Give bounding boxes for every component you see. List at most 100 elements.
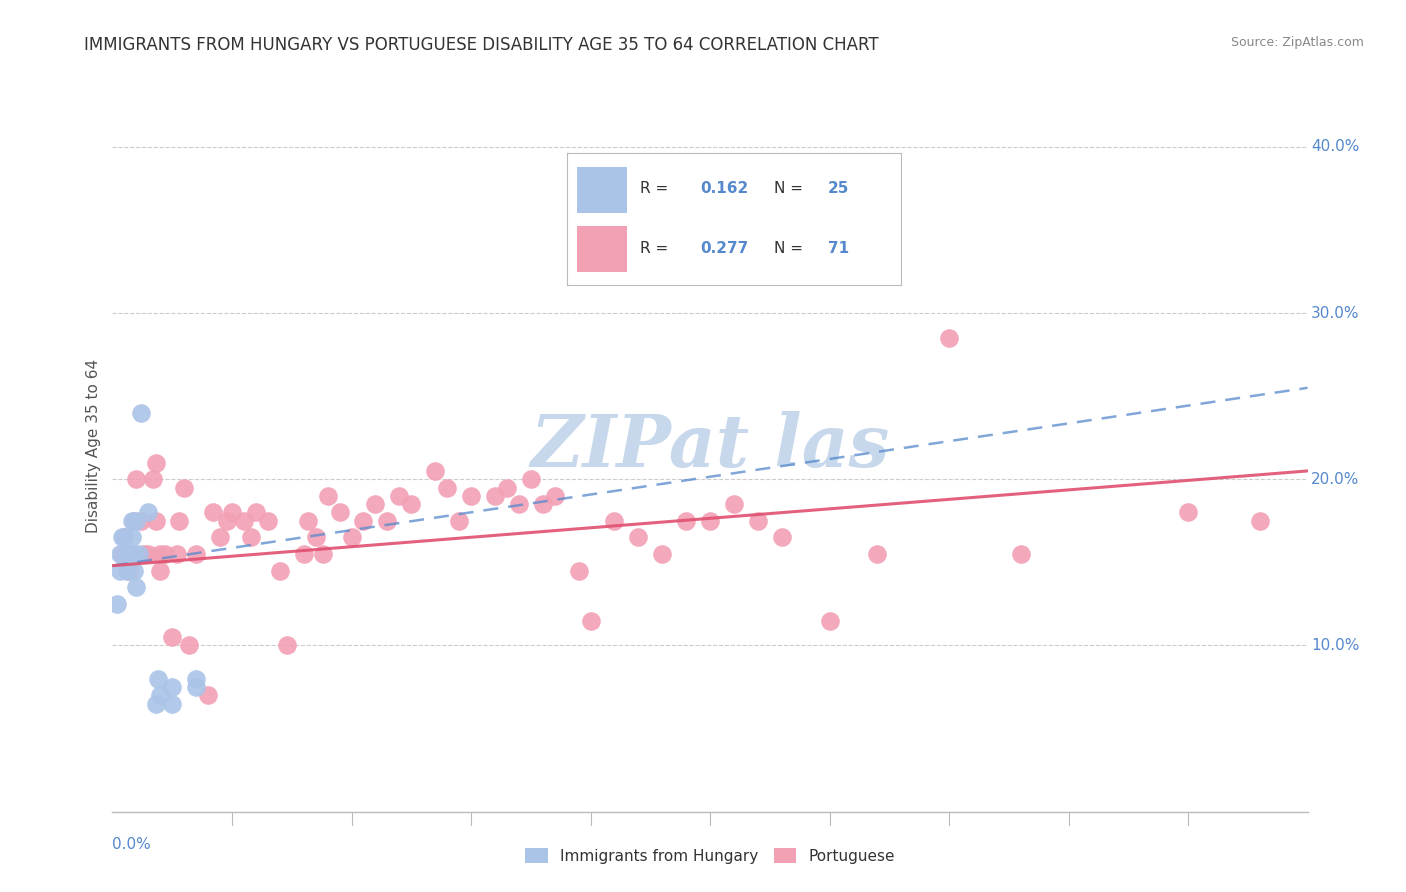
Point <box>543 489 565 503</box>
Point <box>121 547 143 561</box>
Point <box>114 530 135 544</box>
Point <box>138 506 160 520</box>
Point <box>675 514 697 528</box>
Point <box>233 514 256 528</box>
Point <box>292 547 315 561</box>
Point <box>401 497 423 511</box>
Point <box>122 547 145 561</box>
Point <box>125 580 148 594</box>
Point <box>508 497 530 511</box>
Point <box>115 564 138 578</box>
Point <box>122 564 145 578</box>
Point <box>425 464 447 478</box>
Point <box>173 481 195 495</box>
Point <box>186 672 208 686</box>
Point <box>269 564 291 578</box>
Point <box>115 547 138 561</box>
Point <box>145 456 167 470</box>
Point <box>201 506 224 520</box>
Point <box>1249 514 1271 528</box>
Point <box>121 514 143 528</box>
Point <box>257 514 280 528</box>
Point <box>115 547 138 561</box>
Point <box>138 547 160 561</box>
Point <box>166 547 188 561</box>
Point <box>377 514 399 528</box>
Point <box>209 530 232 544</box>
Point <box>1010 547 1032 561</box>
Point <box>364 497 387 511</box>
Point <box>579 614 602 628</box>
Point <box>125 472 148 486</box>
Point <box>240 530 263 544</box>
Point <box>162 630 183 644</box>
Point <box>316 489 339 503</box>
Text: 0.0%: 0.0% <box>112 838 152 853</box>
Point <box>770 530 793 544</box>
Point <box>352 514 374 528</box>
Point <box>436 481 458 495</box>
Point <box>146 672 169 686</box>
Point <box>149 564 172 578</box>
Point <box>121 530 143 544</box>
Point <box>145 514 167 528</box>
Point <box>129 406 152 420</box>
Point <box>245 506 267 520</box>
Point <box>111 547 134 561</box>
Point <box>149 547 172 561</box>
Point <box>149 689 172 703</box>
Point <box>520 472 543 486</box>
Text: Source: ZipAtlas.com: Source: ZipAtlas.com <box>1230 36 1364 49</box>
Point <box>627 530 650 544</box>
Point <box>118 547 141 561</box>
Point <box>329 506 352 520</box>
Text: IMMIGRANTS FROM HUNGARY VS PORTUGUESE DISABILITY AGE 35 TO 64 CORRELATION CHART: IMMIGRANTS FROM HUNGARY VS PORTUGUESE DI… <box>84 36 879 54</box>
Point <box>484 489 506 503</box>
Point <box>699 514 721 528</box>
Point <box>162 680 183 694</box>
Text: ZIPat las: ZIPat las <box>530 410 890 482</box>
Point <box>217 514 239 528</box>
Text: 30.0%: 30.0% <box>1312 306 1360 320</box>
Point <box>818 614 841 628</box>
Text: 20.0%: 20.0% <box>1312 472 1360 487</box>
Point <box>723 497 745 511</box>
Point <box>938 331 960 345</box>
Point <box>118 564 141 578</box>
Legend: Immigrants from Hungary, Portuguese: Immigrants from Hungary, Portuguese <box>519 842 901 870</box>
Point <box>603 514 626 528</box>
Point <box>125 514 148 528</box>
Y-axis label: Disability Age 35 to 64: Disability Age 35 to 64 <box>86 359 101 533</box>
Point <box>162 697 183 711</box>
Point <box>447 514 470 528</box>
Point <box>132 547 155 561</box>
Point <box>142 472 165 486</box>
Point <box>747 514 769 528</box>
Point <box>568 564 591 578</box>
Text: 40.0%: 40.0% <box>1312 139 1360 154</box>
Point <box>108 564 131 578</box>
Point <box>276 639 298 653</box>
Point <box>108 547 131 561</box>
Point <box>169 514 191 528</box>
Point <box>460 489 482 503</box>
Point <box>111 530 134 544</box>
Point <box>496 481 519 495</box>
Point <box>1177 506 1199 520</box>
Point <box>340 530 363 544</box>
Point <box>177 639 200 653</box>
Point <box>186 547 208 561</box>
Point <box>105 597 128 611</box>
Point <box>145 697 167 711</box>
Point <box>153 547 176 561</box>
Point <box>197 689 219 703</box>
Point <box>128 547 150 561</box>
Point <box>122 514 145 528</box>
Point <box>221 506 243 520</box>
Point <box>186 680 208 694</box>
Point <box>129 514 152 528</box>
Point <box>866 547 889 561</box>
Point <box>297 514 319 528</box>
Point <box>388 489 411 503</box>
Point <box>114 530 135 544</box>
